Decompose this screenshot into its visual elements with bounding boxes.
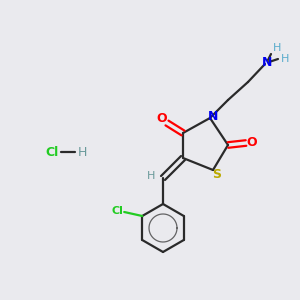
Text: O: O (247, 136, 257, 149)
Text: H: H (147, 171, 155, 181)
Text: Cl: Cl (111, 206, 123, 216)
Text: H: H (273, 43, 281, 53)
Text: S: S (212, 167, 221, 181)
Text: H: H (281, 54, 289, 64)
Text: Cl: Cl (45, 146, 58, 158)
Text: H: H (77, 146, 87, 158)
Text: N: N (262, 56, 272, 70)
Text: O: O (157, 112, 167, 124)
Text: N: N (208, 110, 218, 122)
